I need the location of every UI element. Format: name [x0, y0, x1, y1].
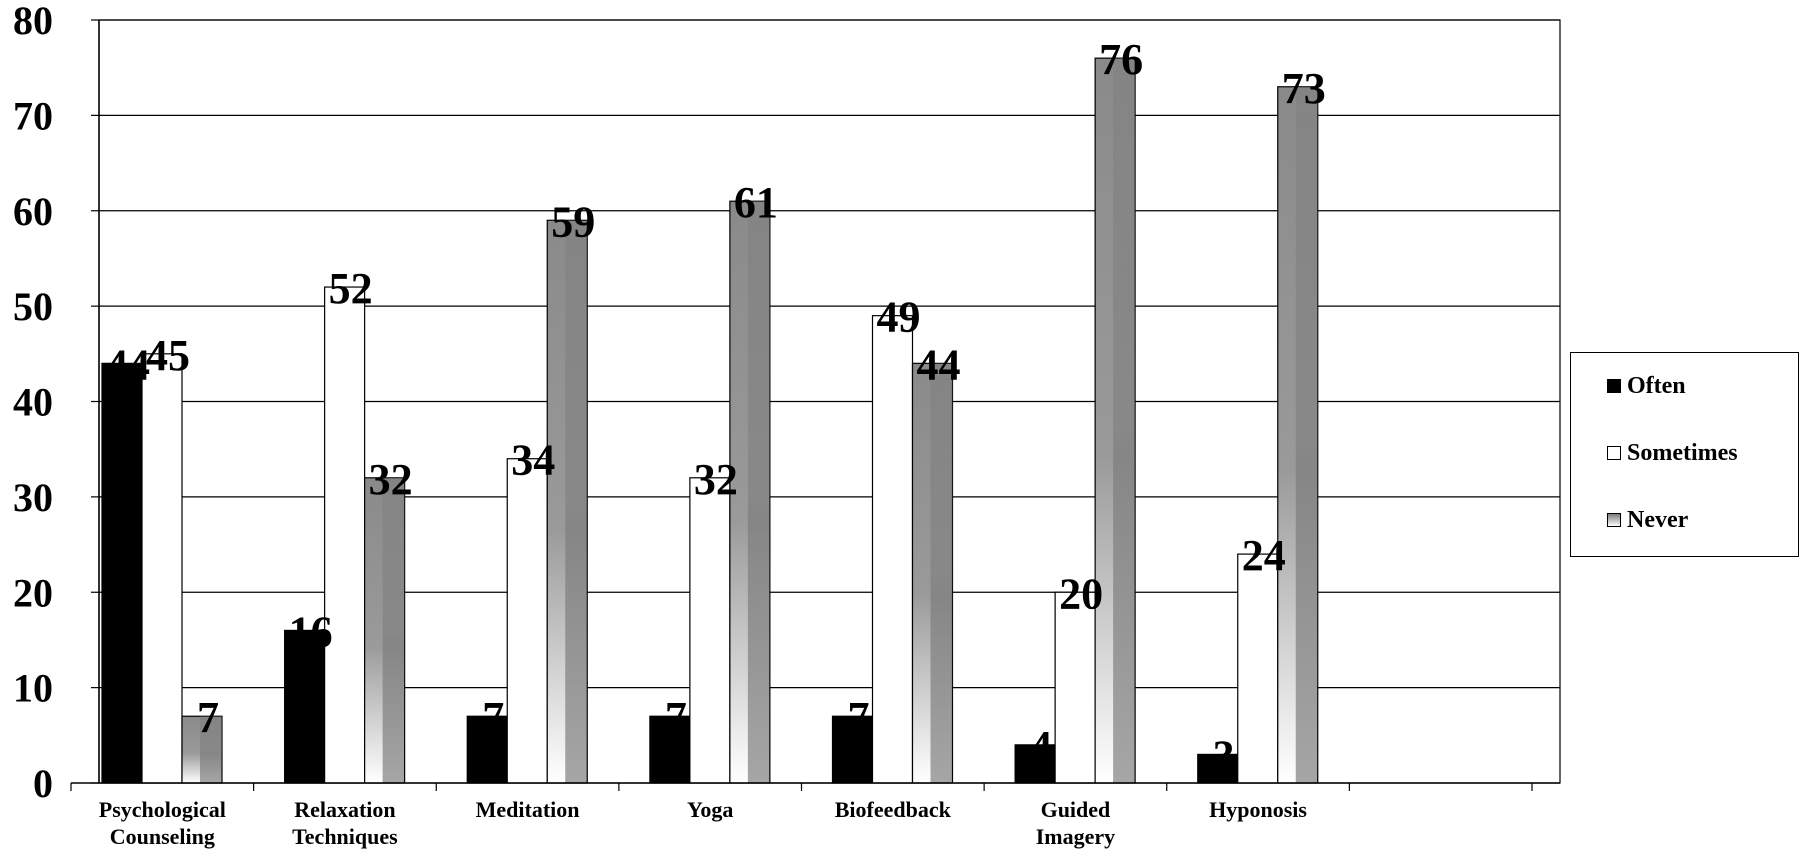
- bar-sometimes: [1054, 591, 1096, 784]
- x-category-label-line: Counseling: [110, 824, 215, 849]
- data-label-often: 4: [1030, 722, 1052, 771]
- bar-shade-often: [850, 716, 873, 783]
- data-label-never: 61: [734, 178, 778, 227]
- x-category-label: Meditation: [476, 797, 580, 822]
- y-tick-label: 50: [13, 284, 53, 329]
- bar-shade-never: [930, 363, 953, 783]
- bar-shade-often: [1033, 744, 1056, 783]
- data-label-never: 32: [369, 455, 413, 504]
- data-label-often: 44: [106, 340, 150, 389]
- data-label-often: 7: [848, 693, 870, 742]
- bar-shade-never: [565, 220, 588, 784]
- x-category-label-line: Guided: [1041, 797, 1111, 822]
- bar-often: [1197, 753, 1239, 784]
- legend-item-often: Often: [1607, 371, 1686, 401]
- data-label-often: 3: [1213, 731, 1235, 780]
- bar-shade-often: [485, 716, 508, 783]
- y-tick-label: 70: [13, 93, 53, 138]
- x-category-label-line: Imagery: [1036, 824, 1115, 849]
- data-label-never: 44: [917, 340, 961, 389]
- data-label-sometimes: 24: [1242, 531, 1286, 580]
- bar-shade-often: [1215, 754, 1238, 783]
- bar-sometimes: [506, 458, 548, 784]
- y-tick-label: 30: [13, 475, 53, 520]
- data-label-sometimes: 52: [329, 264, 373, 313]
- y-tick-label: 20: [13, 570, 53, 615]
- data-label-never: 76: [1099, 35, 1143, 84]
- bar-sometimes: [871, 315, 914, 784]
- data-label-never: 59: [551, 197, 595, 246]
- bar-shade-often: [120, 363, 142, 783]
- legend-label-never: Never: [1627, 506, 1689, 533]
- x-category-label-line: Relaxation: [294, 797, 395, 822]
- data-label-sometimes: 49: [877, 293, 921, 342]
- x-category-label: Hyponosis: [1209, 797, 1307, 822]
- x-category-label: Psychological Counseling: [99, 797, 226, 849]
- data-label-often: 7: [665, 693, 687, 742]
- bar-shade-never: [1113, 58, 1136, 783]
- data-label-sometimes: 20: [1059, 569, 1103, 618]
- data-label-often: 16: [289, 607, 333, 656]
- x-category-label-line: Biofeedback: [835, 797, 952, 822]
- legend-label-often: Often: [1627, 372, 1686, 399]
- bar-shade-never: [747, 201, 770, 783]
- bar-often: [284, 629, 326, 784]
- y-tick-label: 80: [13, 0, 53, 43]
- x-category-label-line: Techniques: [292, 824, 398, 849]
- data-label-never: 7: [197, 693, 219, 742]
- bar-sometimes: [141, 353, 183, 784]
- bar-sometimes: [689, 477, 731, 784]
- y-tick-label: 40: [13, 380, 53, 425]
- bar-often: [831, 715, 874, 784]
- bar-shade-often: [302, 630, 325, 783]
- x-category-label: Guided Imagery: [1036, 797, 1115, 849]
- x-category-label-line: Hyponosis: [1209, 797, 1307, 822]
- y-tick-label: 0: [33, 761, 53, 806]
- bar-shade-never: [382, 477, 405, 783]
- x-category-label-line: Meditation: [476, 797, 580, 822]
- bar-sometimes: [1237, 553, 1279, 784]
- y-tick-label: 60: [13, 189, 53, 234]
- legend-swatch-never: [1607, 513, 1621, 527]
- x-category-label: Relaxation Techniques: [292, 797, 398, 849]
- legend-label-sometimes: Sometimes: [1627, 439, 1738, 466]
- data-label-sometimes: 45: [146, 331, 190, 380]
- data-label-sometimes: 32: [694, 455, 738, 504]
- data-label-often: 7: [482, 693, 504, 742]
- legend: Often Sometimes Never: [1570, 352, 1799, 557]
- x-category-label: Biofeedback: [835, 797, 952, 822]
- bar-often: [466, 715, 508, 784]
- bar-shade-never: [1295, 86, 1318, 783]
- legend-item-never: Never: [1607, 505, 1688, 535]
- legend-swatch-often: [1607, 379, 1621, 393]
- x-category-label-line: Yoga: [687, 797, 733, 822]
- y-tick-label: 10: [13, 666, 53, 711]
- bar-shade-never: [200, 716, 222, 783]
- data-label-sometimes: 34: [511, 436, 555, 485]
- legend-item-sometimes: Sometimes: [1607, 438, 1738, 468]
- x-category-label-line: Psychological: [99, 797, 226, 822]
- bar-often: [1014, 744, 1056, 784]
- x-category-label: Yoga: [687, 797, 733, 822]
- legend-swatch-sometimes: [1607, 446, 1621, 460]
- bar-shade-often: [667, 716, 690, 783]
- data-label-never: 73: [1282, 64, 1326, 113]
